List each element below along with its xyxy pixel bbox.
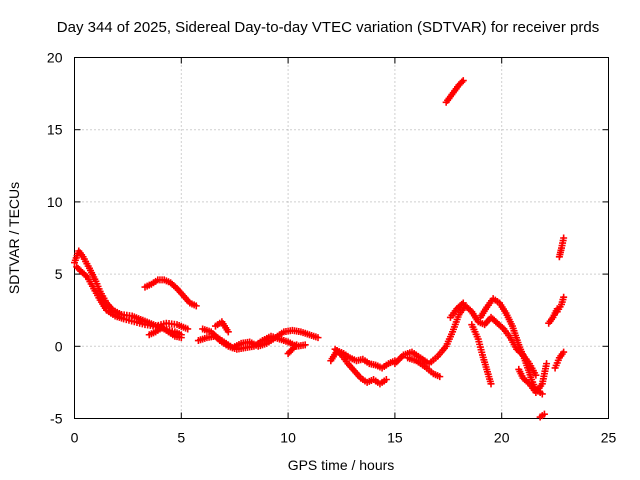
data-point-marker — [192, 302, 200, 310]
data-point-marker — [540, 410, 548, 418]
data-point-marker — [532, 371, 540, 379]
x-tick-label: 25 — [601, 430, 617, 446]
data-point-marker — [458, 78, 466, 86]
axis-ticks: 0 5 10 15 20 25 -5 0 5 10 15 20 — [47, 50, 617, 446]
data-point-marker — [436, 373, 444, 381]
y-tick-label: 20 — [47, 50, 63, 66]
data-point-marker — [177, 334, 185, 342]
data-point-marker — [487, 380, 495, 388]
y-tick-label: 10 — [47, 194, 63, 210]
y-axis-label: SDTVAR / TECUs — [6, 182, 22, 294]
x-axis-label: GPS time / hours — [288, 457, 395, 473]
data-point-marker — [314, 334, 322, 342]
x-tick-label: 5 — [177, 430, 185, 446]
y-tick-label: 15 — [47, 122, 63, 138]
x-tick-label: 20 — [494, 430, 510, 446]
y-tick-label: -5 — [50, 411, 63, 427]
data-point-marker — [301, 341, 309, 349]
data-point-marker — [560, 348, 568, 356]
data-point-marker — [459, 299, 467, 307]
data-point-marker — [459, 77, 467, 85]
chart-title: Day 344 of 2025, Sidereal Day-to-day VTE… — [57, 19, 599, 36]
y-tick-label: 0 — [55, 338, 63, 354]
data-point-marker — [382, 376, 390, 384]
data-point-marker — [543, 360, 551, 368]
y-tick-label: 5 — [55, 266, 63, 282]
data-point-marker — [560, 293, 568, 301]
x-tick-label: 10 — [280, 430, 296, 446]
data-point-marker — [538, 390, 546, 398]
plot-frame — [74, 57, 609, 419]
data-point-marker — [560, 234, 568, 242]
data-point-marker — [224, 328, 232, 336]
x-tick-label: 15 — [387, 430, 403, 446]
data-marks — [71, 77, 568, 421]
data-point-marker — [293, 341, 301, 349]
data-point-marker — [291, 342, 299, 350]
data-point-marker — [184, 325, 192, 333]
x-tick-label: 0 — [71, 430, 79, 446]
